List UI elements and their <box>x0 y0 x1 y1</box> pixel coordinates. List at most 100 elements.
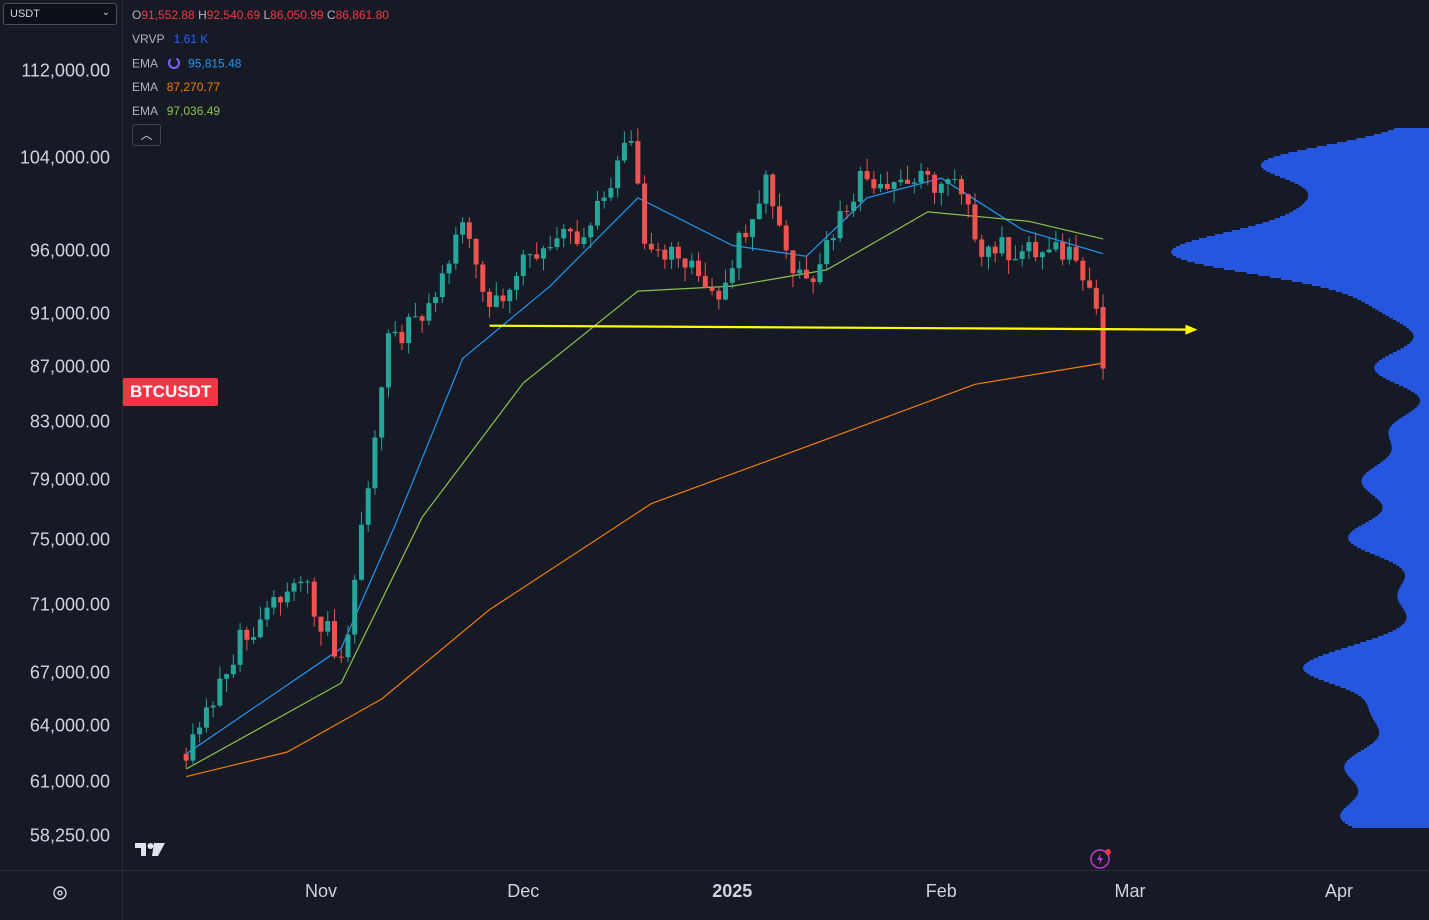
time-tick-label: Nov <box>304 881 338 901</box>
candle <box>527 253 533 268</box>
indicator-name: EMA <box>132 104 158 118</box>
collapse-legend-button[interactable]: ︿ <box>132 124 161 146</box>
lightning-icon[interactable] <box>1089 847 1113 876</box>
high-label: H <box>198 8 207 22</box>
candle <box>311 577 317 627</box>
candle <box>244 626 250 651</box>
candle <box>655 242 661 258</box>
arrowhead <box>1185 324 1198 335</box>
tradingview-logo[interactable] <box>134 840 166 865</box>
candle <box>918 163 924 189</box>
candle <box>331 609 337 659</box>
candle <box>1046 236 1052 254</box>
price-tick-label: 83,000.00 <box>29 411 110 432</box>
candle <box>648 232 654 253</box>
candle <box>669 242 675 270</box>
settings-icon[interactable] <box>52 885 68 901</box>
candle <box>412 302 418 318</box>
candle <box>372 430 378 495</box>
price-tick-label: 112,000.00 <box>21 60 110 81</box>
indicator-ema-2[interactable]: EMA 87,270.77 <box>132 80 220 94</box>
candle <box>985 245 991 270</box>
candle <box>790 250 796 288</box>
candle <box>770 173 776 219</box>
candle <box>594 190 600 230</box>
candle <box>547 235 553 251</box>
chevron-up-icon: ︿ <box>140 128 153 142</box>
candle <box>898 169 904 186</box>
ema-line <box>185 211 1104 770</box>
candle <box>615 155 621 198</box>
price-tick-label: 104,000.00 <box>19 147 110 168</box>
candle <box>446 260 452 285</box>
close-value: 86,861.80 <box>335 8 389 22</box>
volume-profile <box>1171 128 1429 828</box>
candle <box>278 595 284 616</box>
candle <box>460 216 466 244</box>
candle <box>945 177 951 197</box>
loading-icon <box>167 56 181 73</box>
candle <box>1080 257 1086 291</box>
indicator-value: 95,815.48 <box>188 56 242 71</box>
candle <box>453 226 459 270</box>
candle <box>736 230 742 281</box>
candle <box>399 324 405 351</box>
candle <box>932 171 938 205</box>
ema-lines <box>185 177 1104 778</box>
candle <box>203 698 209 733</box>
candle <box>756 190 762 220</box>
indicator-value: 87,270.77 <box>166 80 221 94</box>
candle <box>864 158 870 181</box>
candle <box>979 234 985 267</box>
candle <box>1012 245 1018 261</box>
candle <box>911 178 917 194</box>
time-tick-label: Feb <box>925 881 957 901</box>
candle <box>298 576 304 592</box>
candle <box>824 231 830 270</box>
price-tick-label: 61,000.00 <box>29 771 110 792</box>
candle <box>1019 244 1025 267</box>
candle <box>183 747 189 769</box>
candle <box>500 288 506 309</box>
indicator-ema-1[interactable]: EMA 95,815.48 <box>132 56 241 73</box>
candle <box>358 511 364 581</box>
candle <box>857 166 863 212</box>
candle <box>379 386 385 451</box>
candlesticks <box>183 128 1106 769</box>
candle <box>662 244 668 269</box>
price-tick-label: 75,000.00 <box>29 529 110 550</box>
chevron-down-icon: ⌄ <box>101 7 110 18</box>
candle <box>1100 294 1106 380</box>
candle <box>1053 230 1059 253</box>
indicator-vrvp[interactable]: VRVP 1.61 K <box>132 32 208 46</box>
high-value: 92,540.69 <box>206 8 261 22</box>
indicator-ema-3[interactable]: EMA 97,036.49 <box>132 104 220 118</box>
candle <box>743 224 749 243</box>
open-value: 91,552.88 <box>141 8 195 22</box>
symbol-select[interactable]: USDT ⌄ <box>3 3 117 25</box>
candle <box>702 262 708 289</box>
candle <box>507 287 513 314</box>
candle <box>588 222 594 249</box>
candle <box>291 578 297 601</box>
price-tick-label: 67,000.00 <box>29 662 110 682</box>
candle <box>1026 236 1032 260</box>
time-tick-label: Dec <box>507 881 540 901</box>
candle <box>696 252 702 282</box>
price-tick-label: 58,250.00 <box>29 825 110 846</box>
time-axis[interactable]: Nov Dec 2025 Feb Mar Apr <box>0 870 1429 920</box>
candle <box>487 288 493 318</box>
candle <box>325 611 331 636</box>
candle <box>817 252 823 285</box>
candle <box>1087 267 1093 289</box>
candle <box>520 249 526 286</box>
candle <box>716 286 722 310</box>
candle <box>689 253 695 275</box>
candle <box>480 260 486 303</box>
candle <box>952 169 958 184</box>
candle <box>224 673 230 693</box>
price-axis[interactable]: USDT ⌄ 112,000.00 104,000.00 96,000.00 91,0… <box>0 0 123 870</box>
price-tick-label: 91,000.00 <box>29 303 110 324</box>
candle <box>601 191 607 209</box>
